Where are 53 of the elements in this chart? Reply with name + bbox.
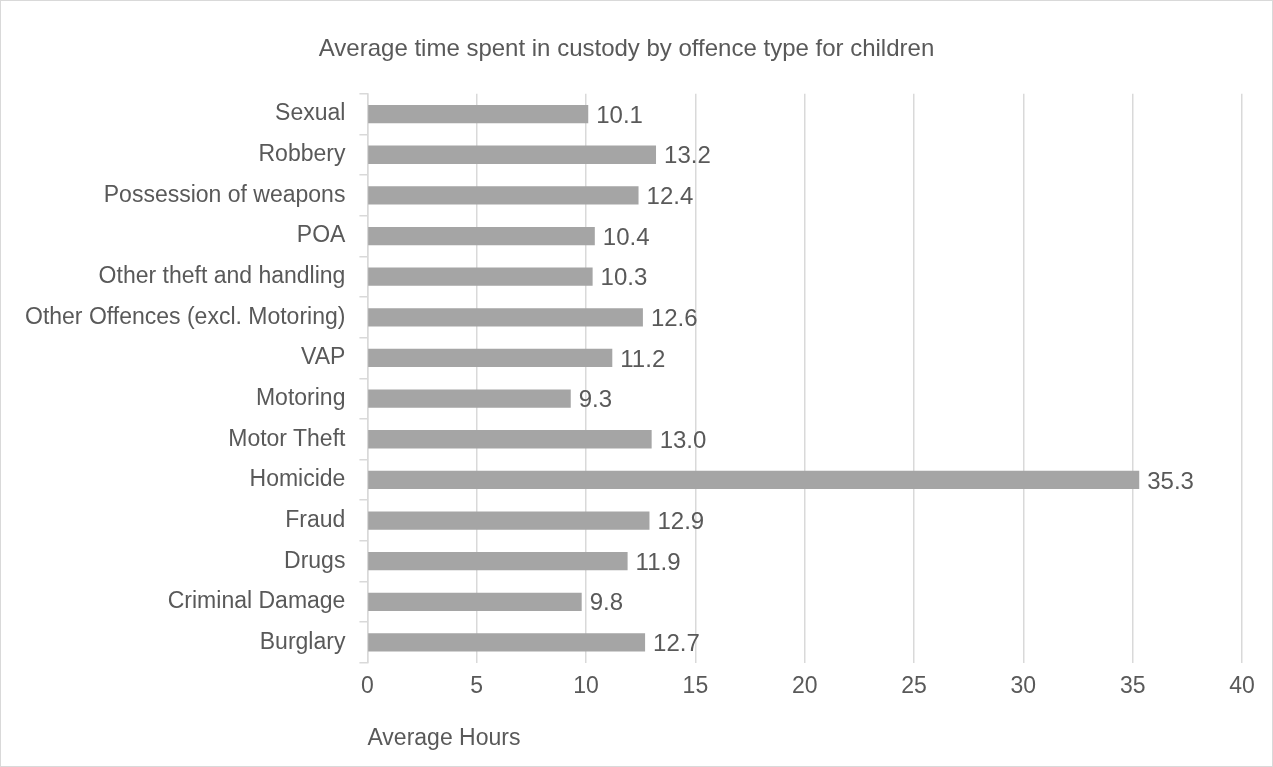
data-label: 11.2 <box>620 344 666 372</box>
y-tick-label: Possession of weapons <box>103 180 346 207</box>
bar <box>368 104 589 124</box>
x-tick-label: 25 <box>901 671 927 698</box>
y-tick-label: Drugs <box>284 546 346 573</box>
bar <box>368 470 1140 490</box>
x-tick-label: 30 <box>1010 671 1037 698</box>
y-tick-label: Other Offences (excl. Motoring) <box>24 302 346 329</box>
y-tick-label: Motoring <box>255 383 346 410</box>
data-label: 9.8 <box>589 588 624 616</box>
data-label: 13.2 <box>664 141 711 169</box>
data-label: 9.3 <box>578 385 613 413</box>
x-tick-label: 20 <box>791 671 818 698</box>
bar <box>368 511 650 530</box>
y-tick-label: Fraud <box>285 505 346 532</box>
y-tick-label: Motor Theft <box>228 424 347 451</box>
data-label: 12.6 <box>650 303 698 331</box>
data-label: 12.4 <box>646 182 694 210</box>
y-tick-label: Robbery <box>258 140 346 167</box>
data-label: 12.9 <box>657 507 705 535</box>
bar <box>368 145 657 164</box>
x-tick-label: 35 <box>1119 671 1146 698</box>
bar <box>368 348 613 368</box>
bar <box>368 186 639 205</box>
chart-title: Average time spent in custody by offence type for children <box>318 34 935 62</box>
data-label: 12.7 <box>653 629 700 657</box>
bar <box>368 308 643 327</box>
data-label: 35.3 <box>1147 466 1194 494</box>
y-tick-label: VAP <box>301 343 346 370</box>
y-tick-label: Homicide <box>249 465 346 492</box>
x-tick-label: 5 <box>470 671 484 698</box>
data-label: 10.4 <box>602 222 650 250</box>
y-tick-label: Criminal Damage <box>167 587 346 614</box>
x-tick-label: 40 <box>1229 671 1255 698</box>
x-tick-label: 15 <box>682 671 709 698</box>
data-label: 11.9 <box>635 547 681 575</box>
bar <box>368 226 595 246</box>
bar <box>368 389 571 408</box>
x-tick-label: 0 <box>361 671 374 698</box>
bar <box>368 592 582 611</box>
data-label: 10.1 <box>596 100 643 128</box>
bar <box>368 430 652 449</box>
y-tick-label: POA <box>296 221 347 248</box>
bar <box>368 267 593 286</box>
bar <box>368 552 628 571</box>
y-tick-label: Burglary <box>259 627 346 654</box>
x-tick-label: 10 <box>573 671 599 698</box>
data-label: 10.3 <box>600 263 648 291</box>
y-tick-label: Other theft and handling <box>98 262 346 289</box>
y-tick-label: Sexual <box>275 99 346 126</box>
x-axis-title: Average Hours <box>367 723 521 750</box>
bar <box>368 633 646 652</box>
data-label: 13.0 <box>659 425 707 453</box>
